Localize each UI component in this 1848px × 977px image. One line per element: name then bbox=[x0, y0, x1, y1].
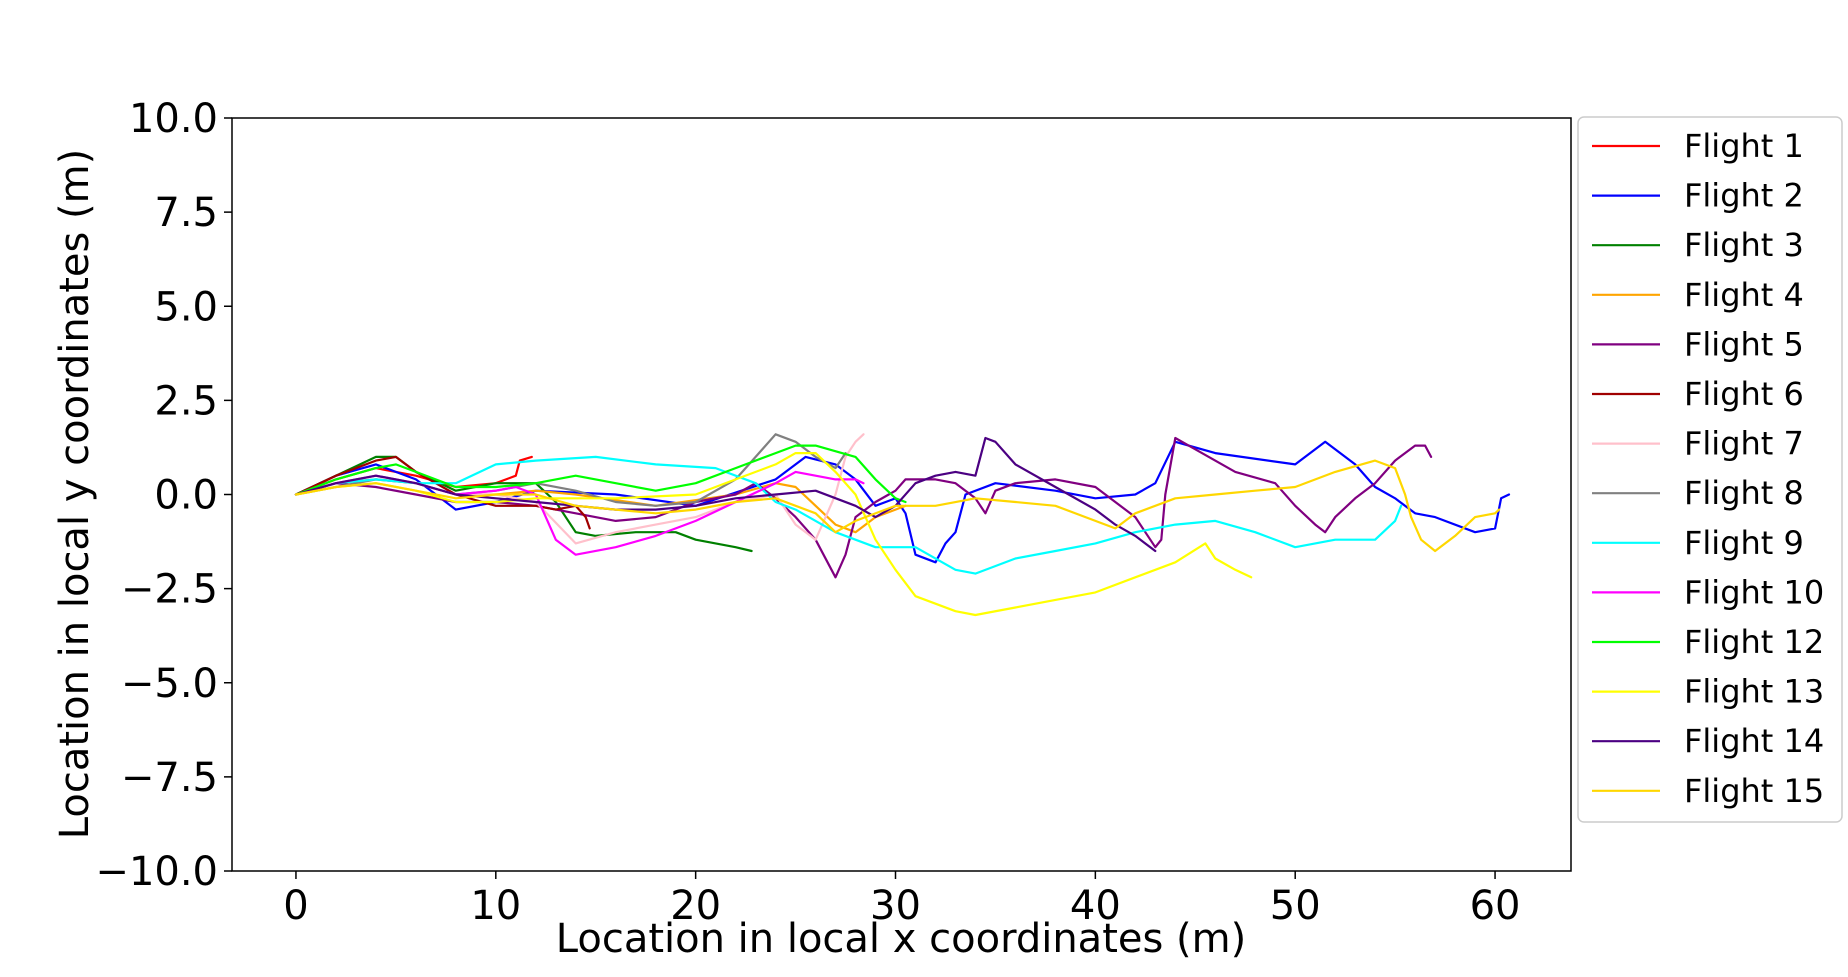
legend-label: Flight 3 bbox=[1684, 226, 1804, 264]
y-tick-label: −5.0 bbox=[121, 661, 218, 707]
series-line-6 bbox=[294, 455, 591, 530]
series-line-12 bbox=[294, 452, 1253, 617]
y-tick-label: −10.0 bbox=[95, 849, 218, 895]
y-tick-label: −2.5 bbox=[121, 567, 218, 613]
legend-label: Flight 1 bbox=[1684, 127, 1804, 165]
y-axis-label: Location in local y coordinates (m) bbox=[52, 149, 98, 839]
y-axis-ticks: −10.0 −7.5 −5.0 −2.5 0.0 2.5 5.0 7.5 10.0 bbox=[95, 96, 232, 895]
y-tick-label: 5.0 bbox=[154, 284, 218, 330]
series-line-5 bbox=[294, 436, 1433, 579]
x-tick-label: 40 bbox=[1070, 883, 1121, 929]
legend-label: Flight 4 bbox=[1684, 276, 1804, 314]
legend: Flight 1 Flight 2 Flight 3 Flight 4 Flight 5… bbox=[1577, 116, 1843, 823]
y-tick-label: 10.0 bbox=[129, 96, 218, 142]
plot-area bbox=[231, 117, 1572, 872]
series-line-2 bbox=[294, 440, 1511, 564]
legend-label: Flight 5 bbox=[1684, 325, 1804, 363]
legend-label: Flight 10 bbox=[1684, 573, 1824, 611]
y-tick-label: 2.5 bbox=[154, 378, 218, 424]
x-axis-label: Location in local x coordinates (m) bbox=[556, 916, 1246, 962]
series-line-9 bbox=[294, 455, 1403, 575]
legend-label: Flight 7 bbox=[1684, 425, 1804, 463]
legend-label: Flight 8 bbox=[1684, 474, 1804, 512]
series-line-11 bbox=[294, 444, 907, 504]
legend-label: Flight 6 bbox=[1684, 375, 1804, 413]
x-axis-ticks: 0 10 20 30 40 50 60 bbox=[283, 871, 1521, 929]
legend-frame bbox=[1577, 116, 1843, 823]
series-line-13 bbox=[294, 436, 1157, 553]
legend-items: Flight 1 Flight 2 Flight 3 Flight 4 Flight 5… bbox=[1592, 127, 1824, 810]
legend-label: Flight 13 bbox=[1684, 673, 1824, 711]
x-tick-label: 20 bbox=[670, 883, 721, 929]
legend-label: Flight 12 bbox=[1684, 623, 1824, 661]
x-tick-label: 10 bbox=[470, 883, 521, 929]
y-tick-label: −7.5 bbox=[121, 755, 218, 801]
x-tick-label: 0 bbox=[283, 883, 308, 929]
x-tick-label: 30 bbox=[870, 883, 921, 929]
y-tick-label: 0.0 bbox=[154, 473, 218, 519]
legend-label: Flight 15 bbox=[1684, 772, 1824, 810]
x-tick-label: 50 bbox=[1270, 883, 1321, 929]
legend-label: Flight 14 bbox=[1684, 722, 1824, 760]
x-tick-label: 60 bbox=[1470, 883, 1521, 929]
legend-label: Flight 9 bbox=[1684, 524, 1804, 562]
series-layer bbox=[294, 433, 1511, 617]
legend-label: Flight 2 bbox=[1684, 177, 1804, 215]
series-line-14 bbox=[294, 459, 1501, 553]
y-tick-label: 7.5 bbox=[154, 190, 218, 236]
